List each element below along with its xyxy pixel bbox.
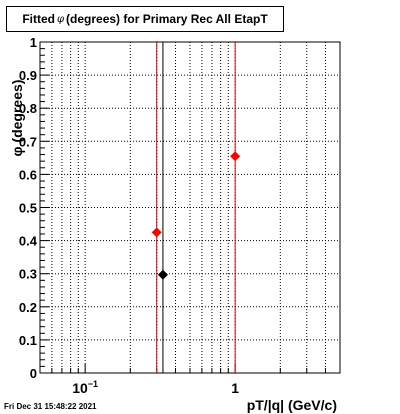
tick-labels: 0 0.1 0.2 0.3 0.4 0.5 0.6 0.7 0.8 0.9 1 10−1 1 [19,35,239,396]
y-tick-label: 0.1 [19,333,37,348]
chart-title: Fitted φ (degrees) for Primary Rec All E… [6,6,284,32]
y-tick-label: 0.2 [19,300,37,315]
data-point-diamond [151,227,162,238]
vertical-lines [156,42,236,373]
y-tick-label: 0.9 [19,68,37,83]
y-tick-label: 0.3 [19,267,37,282]
data-point-diamond [230,151,241,162]
y-tick-label: 0 [30,366,37,381]
x-axis-label: pT/|q| (GeV/c) [247,397,337,413]
axes [39,41,341,374]
chart-title-prefix: Fitted [22,12,56,26]
y-tick-label: 0.4 [19,234,38,249]
y-tick-label: 0.6 [19,167,37,182]
timestamp: Fri Dec 31 15:48:22 2021 [4,402,97,411]
y-tick-label: 0.8 [19,101,37,116]
chart-title-phi-symbol: φ [57,13,65,25]
chart-title-suffix: (degrees) for Primary Rec All EtapT [66,12,268,26]
data-points [151,151,241,280]
y-tick-label: 0.5 [19,201,37,216]
x-tick-label: 10−1 [72,379,98,396]
data-point-diamond [157,269,168,280]
grid [40,42,340,373]
y-tick-label: 0.7 [19,134,37,149]
x-tick-label: 1 [231,380,239,396]
y-tick-label: 1 [30,35,37,50]
y-axis-label: φ (degrees) [9,80,25,157]
